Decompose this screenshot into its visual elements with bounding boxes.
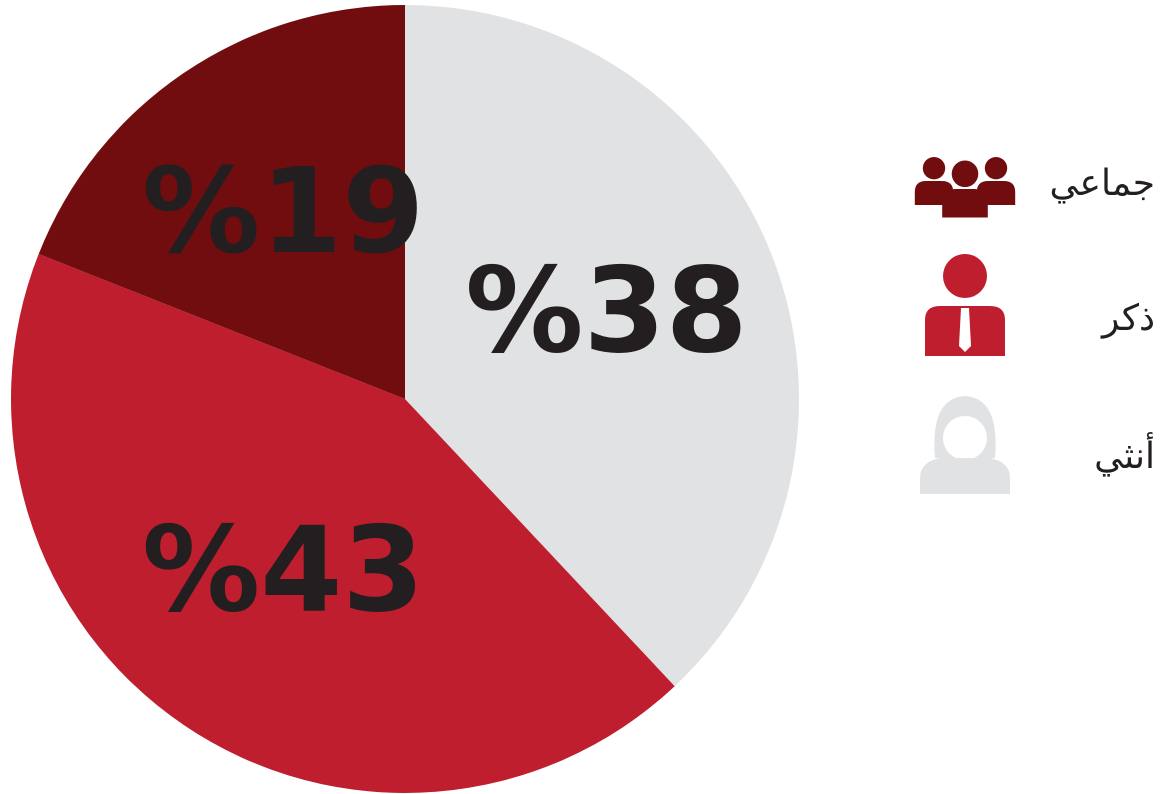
legend-label: جماعي	[1049, 163, 1155, 204]
legend-icon	[920, 396, 1010, 494]
icon-face	[943, 416, 987, 460]
icon-head	[984, 157, 1008, 180]
legend-label: ذكر	[1100, 298, 1155, 339]
pie-slice	[38, 5, 406, 399]
legend-icon	[925, 254, 1005, 356]
icon-body	[920, 458, 1010, 494]
icon-head	[922, 157, 946, 180]
value-label: %19	[142, 142, 424, 280]
icon-head	[951, 160, 979, 188]
value-label: %38	[465, 241, 747, 379]
icon-body	[942, 189, 988, 218]
pie-slice	[11, 253, 675, 793]
legend-label: أنثي	[1094, 432, 1155, 477]
legend-icon	[914, 157, 1016, 218]
value-label: %43	[142, 500, 424, 638]
pie-slice	[405, 5, 799, 687]
icon-tie	[959, 308, 971, 352]
icon-head	[943, 254, 987, 298]
